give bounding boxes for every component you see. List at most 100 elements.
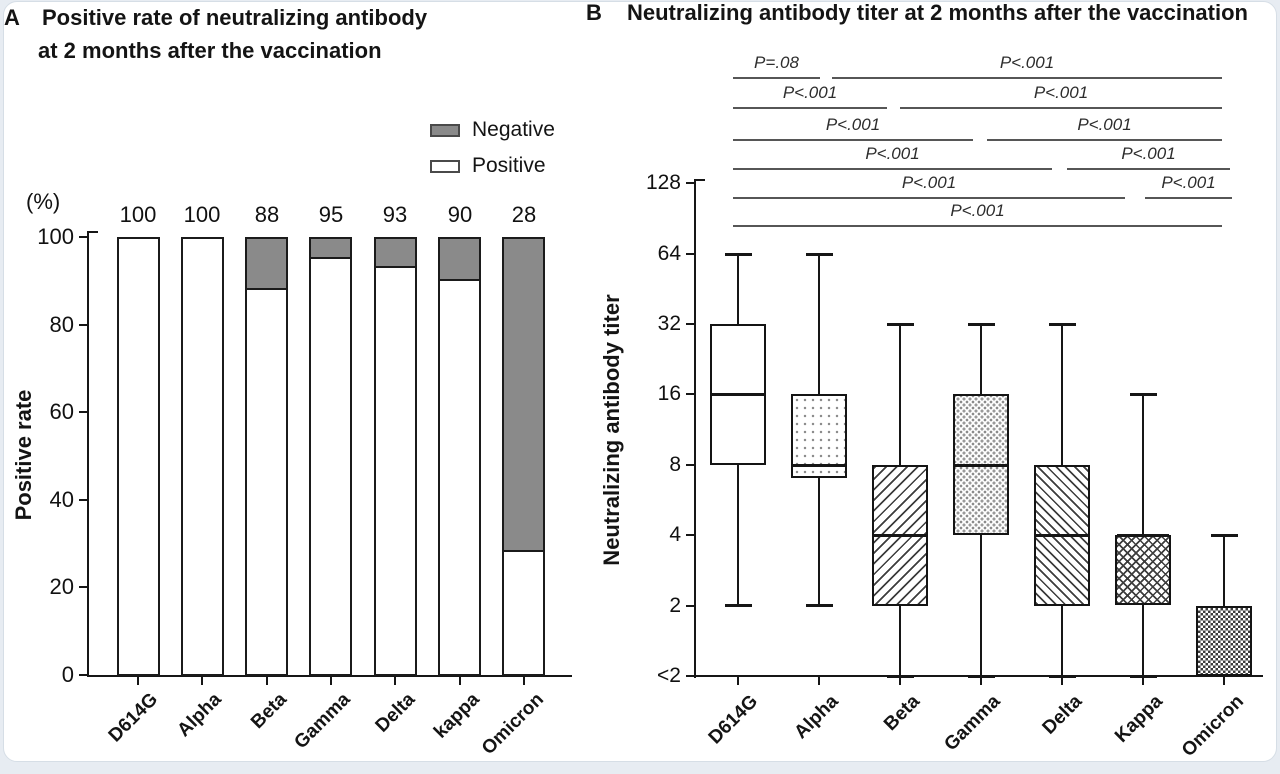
y-tick-a — [79, 674, 88, 676]
x-axis-line-a — [87, 675, 572, 677]
y-tick-label-b: 8 — [669, 453, 681, 476]
y-tick-b — [686, 605, 695, 607]
bar — [502, 237, 545, 676]
box — [1115, 535, 1171, 605]
y-tick-b — [686, 464, 695, 466]
panel-b-letter: B — [586, 0, 602, 25]
y-tick-b — [686, 323, 695, 325]
p-value-label: P<.001 — [782, 83, 838, 102]
bar-value-label: 93 — [382, 202, 408, 227]
x-category-label-a: D614G — [104, 689, 162, 747]
y-tick-b — [686, 393, 695, 395]
bar-value-label: 28 — [511, 202, 537, 227]
y-tick-b — [686, 534, 695, 536]
y-axis-title-a: Positive rate — [11, 389, 36, 521]
bar-value-label: 100 — [183, 202, 221, 227]
box-whisker-cap-top — [725, 253, 752, 256]
x-tick-a — [266, 677, 268, 685]
legend-label-positive: Positive — [472, 154, 546, 177]
x-category-label-b: Beta — [879, 691, 924, 735]
y-axis-unit-label: (%) — [26, 189, 61, 214]
p-comparison-line — [733, 225, 1222, 227]
p-comparison-line — [1067, 168, 1230, 170]
box-whisker-cap-bottom — [887, 675, 914, 678]
legend-swatch-positive — [430, 160, 460, 173]
box-whisker-line — [1223, 535, 1225, 676]
x-tick-a — [137, 677, 139, 685]
panel-b-title: Neutralizing antibody titer at 2 months … — [627, 0, 1248, 25]
p-comparison-line — [733, 77, 820, 79]
p-value-label: P<.001 — [1121, 144, 1176, 163]
bar-value-label: 100 — [119, 202, 157, 227]
bar — [245, 237, 288, 676]
y-tick-label-a: 40 — [49, 487, 74, 512]
y-tick-a — [79, 499, 88, 501]
x-category-label-a: Delta — [371, 689, 419, 737]
box — [1196, 606, 1252, 676]
x-tick-b — [980, 677, 982, 685]
x-category-label-a: Gamma — [290, 689, 355, 754]
box-median-line — [1036, 534, 1088, 537]
y-tick-label-a: 80 — [49, 312, 74, 337]
bar-value-label: 90 — [447, 202, 473, 227]
p-value-label: P<.001 — [950, 201, 1005, 220]
box-whisker-cap-bottom — [806, 604, 833, 607]
x-category-label-a: kappa — [430, 689, 484, 743]
y-axis-cap-a — [87, 231, 98, 233]
x-category-label-a: Beta — [246, 689, 291, 733]
y-tick-a — [79, 411, 88, 413]
p-value-label: P=.08 — [754, 53, 799, 72]
x-category-label-a: Omicron — [477, 689, 548, 760]
p-comparison-line — [832, 77, 1222, 79]
legend-swatch-negative — [430, 124, 460, 137]
y-tick-label-b: <2 — [657, 664, 681, 687]
box-whisker-cap-top — [1049, 323, 1076, 326]
p-value-label: P<.001 — [825, 115, 881, 134]
y-tick-label-b: 64 — [657, 242, 681, 265]
bar-negative-segment — [440, 239, 479, 281]
p-comparison-line — [987, 139, 1222, 141]
box-whisker-cap-top — [887, 323, 914, 326]
p-comparison-line — [733, 168, 1052, 170]
x-tick-a — [394, 677, 396, 685]
y-tick-label-a: 100 — [37, 224, 74, 249]
y-tick-label-a: 60 — [49, 399, 74, 424]
x-tick-a — [201, 677, 203, 685]
box-whisker-cap-bottom — [1049, 675, 1076, 678]
y-axis-line-b — [694, 179, 696, 678]
y-tick-label-b: 4 — [669, 523, 681, 546]
x-tick-b — [1223, 677, 1225, 685]
bar — [117, 237, 160, 676]
p-value-label: P<.001 — [1161, 173, 1216, 192]
bar — [309, 237, 352, 676]
x-category-label-a: Alpha — [173, 689, 226, 742]
y-tick-b — [686, 182, 695, 184]
y-axis-line-a — [87, 231, 89, 676]
p-comparison-line — [733, 107, 887, 109]
bar-value-label: 88 — [254, 202, 280, 227]
p-value-label: P<.001 — [1077, 115, 1132, 134]
y-tick-label-a: 0 — [61, 662, 74, 687]
box-median-line — [955, 464, 1007, 467]
panel-a-title-line2: at 2 months after the vaccination — [38, 38, 382, 63]
box-median-line — [793, 464, 845, 467]
p-value-label: P<.001 — [865, 144, 920, 163]
y-tick-label-b: 32 — [657, 312, 681, 335]
box-whisker-cap-top — [1211, 534, 1238, 537]
x-tick-b — [1142, 677, 1144, 685]
x-tick-b — [899, 677, 901, 685]
p-comparison-line — [733, 197, 1125, 199]
p-comparison-line — [900, 107, 1222, 109]
box-median-line — [712, 393, 764, 396]
x-tick-b — [1061, 677, 1063, 685]
x-tick-a — [523, 677, 525, 685]
y-tick-label-b: 128 — [645, 171, 681, 194]
x-tick-b — [737, 677, 739, 685]
x-category-label-b: D614G — [704, 691, 762, 749]
panel-a-title-line1: Positive rate of neutralizing antibody — [42, 5, 428, 30]
box-whisker-cap-top — [1130, 393, 1157, 396]
bar-negative-segment — [504, 239, 543, 552]
x-category-label-b: Omicron — [1177, 691, 1248, 762]
box-whisker-cap-bottom — [1130, 675, 1157, 678]
